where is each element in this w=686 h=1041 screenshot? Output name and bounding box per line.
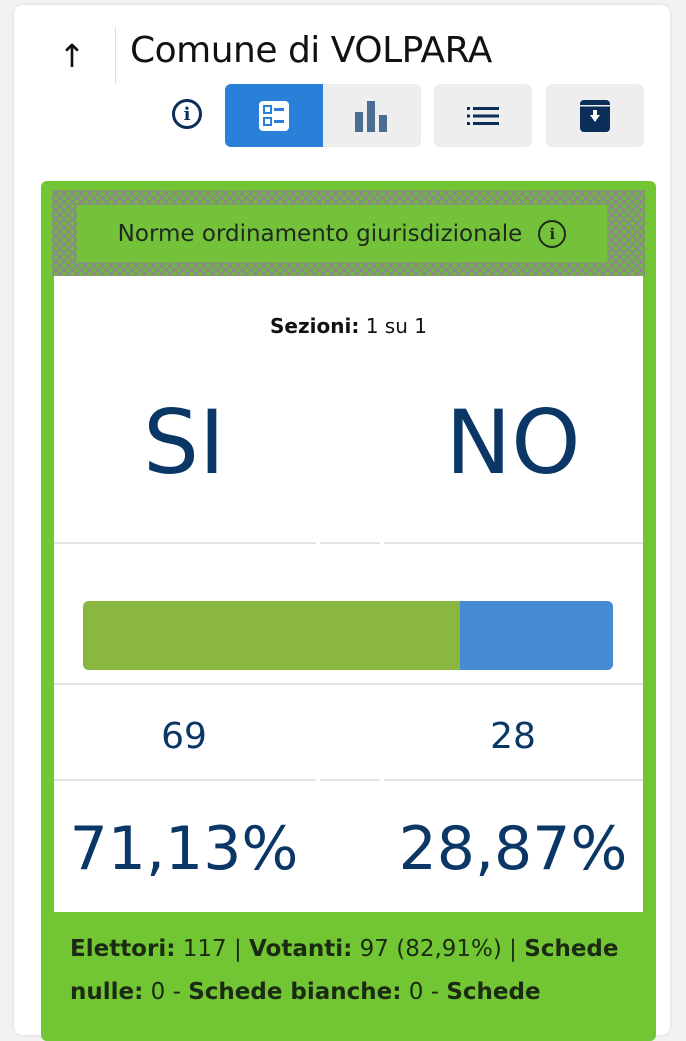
list-view-button[interactable] [434, 84, 532, 147]
elettori-value: 117 [182, 936, 227, 962]
sections-count: Sezioni: 1 su 1 [54, 314, 643, 338]
sections-value: 1 su 1 [365, 314, 427, 338]
arrow-up-icon[interactable]: ↑ [58, 37, 86, 75]
archive-download-icon [580, 99, 610, 132]
no-bar-fill [459, 601, 613, 670]
nulle-label: Schede nulle: [70, 936, 619, 1005]
info-icon[interactable]: i [172, 99, 202, 129]
elettori-label: Elettori: [70, 936, 176, 962]
list-icon [467, 106, 499, 125]
chart-view-button[interactable] [323, 84, 421, 147]
si-votes: 69 [161, 716, 207, 757]
divider [384, 779, 643, 781]
si-percent: 71,13% [69, 814, 299, 884]
votanti-label: Votanti: [249, 936, 353, 962]
divider [115, 27, 116, 84]
bar-chart-icon [355, 100, 387, 132]
divider [54, 542, 316, 544]
info-icon[interactable]: i [538, 219, 567, 248]
divider [54, 683, 643, 685]
si-bar-fill [83, 601, 460, 670]
divider [320, 779, 380, 781]
si-label: SI [143, 391, 225, 494]
no-label: NO [445, 391, 581, 494]
bianche-label: Schede bianche: [188, 979, 402, 1005]
votanti-value: 97 (82,91%) [359, 936, 502, 962]
no-votes: 28 [490, 716, 536, 757]
detail-view-button[interactable] [225, 84, 323, 147]
question-title: Norme ordinamento giurisdizionale [117, 220, 523, 247]
archive-button[interactable] [546, 84, 644, 147]
divider [384, 542, 643, 544]
list-details-icon [259, 100, 289, 131]
divider [54, 779, 316, 781]
results-body: Sezioni: 1 su 1 SI NO 69 28 71,13% 28,87… [54, 276, 643, 912]
question-title-box: Norme ordinamento giurisdizionale i [77, 205, 607, 262]
divider [320, 542, 380, 544]
schede-label: Schede [446, 979, 541, 1005]
no-percent: 28,87% [398, 814, 628, 884]
result-bar [83, 601, 613, 670]
page-title: Comune di VOLPARA [130, 30, 492, 71]
sections-label: Sezioni: [270, 314, 360, 338]
nulle-value: 0 [150, 979, 166, 1005]
bianche-value: 0 [408, 979, 424, 1005]
turnout-summary: Elettori: 117 | Votanti: 97 (82,91%) | S… [70, 936, 619, 1005]
